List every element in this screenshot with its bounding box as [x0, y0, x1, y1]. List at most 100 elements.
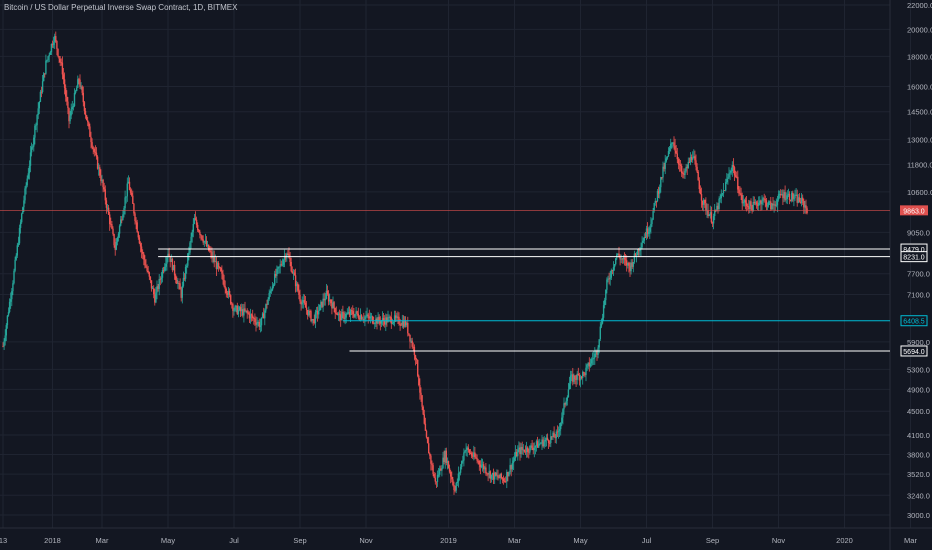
candle-body [78, 79, 80, 81]
candle-body [66, 96, 68, 102]
candle-body [57, 48, 59, 57]
candle-body [289, 257, 291, 262]
candle-body [351, 310, 353, 312]
candle-body [560, 422, 562, 430]
candle-body [652, 210, 654, 220]
candle-body [254, 318, 256, 322]
candle-body [524, 451, 527, 453]
x-tick-label: Sep [293, 536, 306, 545]
candle-body [100, 175, 102, 182]
candle-body [575, 379, 577, 380]
level-label-box [900, 345, 928, 357]
candle-body [748, 206, 750, 210]
candle-body [307, 309, 309, 316]
candle-body [45, 60, 47, 74]
candle-body [168, 253, 170, 256]
candle-body [277, 267, 279, 269]
candle-body [137, 232, 139, 238]
candle-body [159, 278, 161, 280]
candle-body [198, 230, 200, 232]
candle-body [643, 237, 645, 241]
candle-body [634, 253, 637, 256]
y-tick-label: 5900.0 [907, 338, 930, 347]
candle-body [89, 126, 91, 137]
candle-body [225, 288, 227, 294]
candle-body [371, 316, 374, 323]
candle-body [166, 257, 168, 264]
candle-body [135, 220, 137, 223]
candle-body [176, 279, 178, 284]
candle-body [37, 108, 39, 115]
candle-body [281, 264, 284, 266]
level-label: 8231.0 [903, 255, 925, 262]
candle-body [530, 445, 532, 447]
candle-body [488, 471, 490, 475]
y-tick-label: 18000.0 [907, 52, 932, 61]
candle-body [193, 218, 196, 224]
candle-body [558, 429, 561, 431]
candle-body [287, 253, 289, 255]
candle-body [701, 200, 704, 205]
candle-body [681, 165, 683, 174]
candle-body [594, 353, 596, 358]
candle-body [210, 251, 212, 253]
candle-body [242, 309, 244, 316]
candle-body [248, 313, 251, 319]
candle-body [542, 439, 544, 447]
candle-body [263, 313, 265, 319]
candle-body [492, 473, 495, 480]
candle-body [655, 200, 658, 202]
candle-body [714, 210, 716, 217]
candle-body [535, 441, 538, 446]
candle-body [322, 298, 324, 307]
candle-body [435, 481, 438, 483]
candle-body [83, 102, 86, 111]
candle-body [762, 198, 764, 202]
candle-body [323, 298, 325, 301]
candle-body [467, 447, 469, 450]
candle-body [191, 231, 193, 237]
candle-body [736, 176, 738, 178]
candle-body [789, 199, 792, 201]
candle-body [44, 73, 46, 75]
candle-body [615, 258, 617, 265]
candle-body [290, 261, 292, 272]
candle-body [52, 42, 55, 45]
candle-body [461, 461, 463, 467]
candle-body [617, 253, 619, 255]
candle-body [590, 359, 593, 364]
candle-body [321, 301, 323, 307]
candle-body [582, 372, 584, 379]
candle-body [109, 214, 111, 225]
candle-body [695, 160, 697, 167]
candle-body [648, 231, 650, 234]
candle-body [434, 477, 436, 482]
candle-body [753, 201, 755, 204]
candle-body [690, 156, 693, 160]
candle-body [729, 172, 731, 174]
candle-body [644, 237, 647, 238]
candle-body [79, 79, 81, 87]
candle-body [257, 322, 259, 323]
candle-body [256, 322, 258, 325]
candle-body [157, 286, 159, 289]
candle-body [2, 346, 4, 348]
candle-body [122, 214, 124, 220]
candle-body [519, 447, 521, 455]
candle-body [656, 191, 659, 202]
candle-body [331, 303, 333, 309]
candle-body [529, 445, 531, 453]
candle-body [783, 192, 785, 199]
candle-body [310, 311, 312, 322]
candle-body [532, 448, 534, 451]
candle-body [554, 437, 556, 439]
candle-body [333, 302, 335, 308]
candle-body [113, 233, 115, 246]
candle-body [215, 261, 218, 269]
candle-body [347, 312, 350, 314]
candle-body [452, 479, 454, 486]
candle-body [671, 143, 673, 144]
candle-body [60, 62, 62, 63]
candle-body [489, 471, 491, 479]
